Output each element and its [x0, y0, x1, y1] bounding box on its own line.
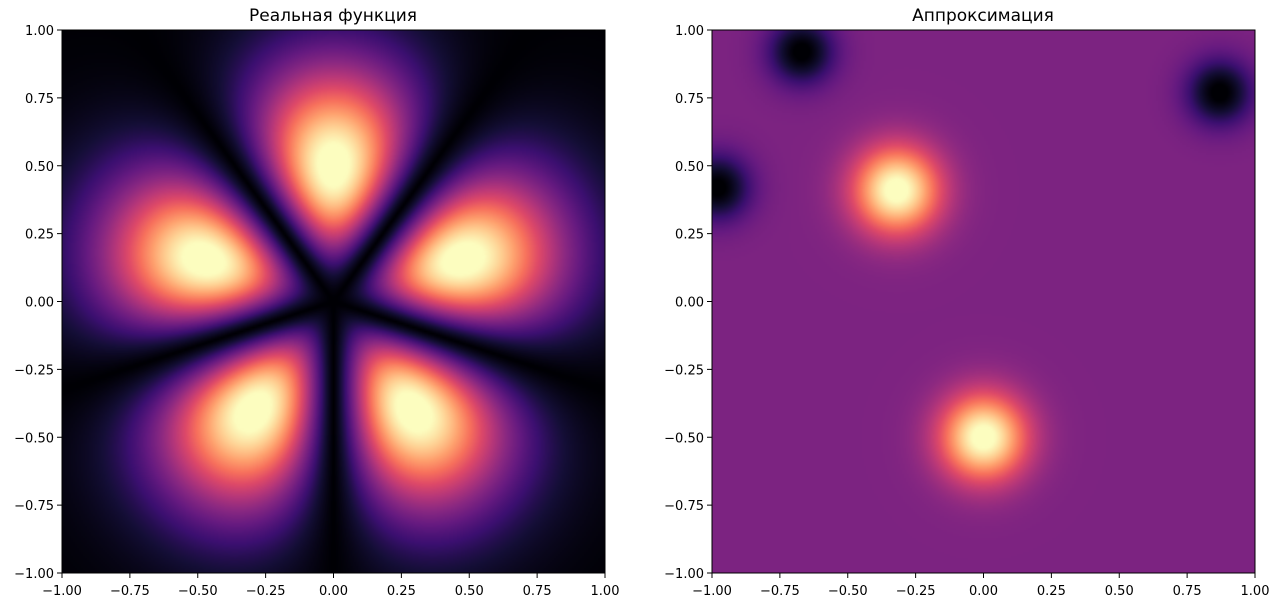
approx-x-tick-label: 0.00	[969, 584, 998, 599]
real-x-tick-label: −1.00	[42, 584, 82, 599]
ticks-approx: −1.00 −1.00 −0.75 −0.75 −0.50 −0.50 −0.25 −0.25…	[664, 24, 1269, 599]
approx-y-tick-label: 0.75	[675, 92, 704, 107]
approx-y-tick-label: −1.00	[664, 567, 704, 582]
approx-y-tick-label: 0.25	[675, 228, 704, 243]
approx-x-tick-label: 0.25	[1037, 584, 1066, 599]
real-x-tick-label: −0.75	[110, 584, 150, 599]
approx-x-tick-label: −1.00	[692, 584, 732, 599]
real-y-tick-label: 0.25	[25, 228, 54, 243]
approx-x-tick-label: 1.00	[1241, 584, 1270, 599]
real-y-tick-label: −1.00	[14, 567, 54, 582]
chart-panel-real: Реальная функция −1.00 −1.00 −0.75 −0.75 −0.…	[14, 6, 619, 599]
ticks-real: −1.00 −1.00 −0.75 −0.75 −0.50 −0.50 −0.25 −0.25…	[14, 24, 619, 599]
real-y-tick-label: 1.00	[25, 24, 54, 39]
approx-x-tick-label: 0.75	[1173, 584, 1202, 599]
approx-x-tick-label: −0.25	[896, 584, 936, 599]
real-x-tick-label: −0.25	[246, 584, 286, 599]
real-y-tick-label: −0.50	[14, 431, 54, 446]
chart-panel-approx: Аппроксимация −1.00−1.00−0.75−0.75−0.50−…	[664, 6, 1269, 599]
real-x-tick-label: 1.00	[591, 584, 620, 599]
chart-title-approx: Аппроксимация	[912, 6, 1054, 26]
approx-y-tick-label: 0.50	[675, 160, 704, 175]
real-x-tick-label: 0.50	[455, 584, 484, 599]
real-y-tick-label: −0.75	[14, 499, 54, 514]
approx-x-tick-label: −0.50	[828, 584, 868, 599]
approx-y-tick-label: −0.75	[664, 499, 704, 514]
approx-y-tick-label: −0.50	[664, 431, 704, 446]
real-y-tick-label: 0.50	[25, 160, 54, 175]
real-x-tick-label: 0.75	[523, 584, 552, 599]
approx-y-tick-label: −0.25	[664, 363, 704, 378]
real-x-tick-label: 0.25	[387, 584, 416, 599]
real-y-tick-label: −0.25	[14, 363, 54, 378]
real-x-tick-label: −0.50	[178, 584, 218, 599]
approx-y-tick-label: 1.00	[675, 24, 704, 39]
real-y-tick-label: 0.75	[25, 92, 54, 107]
chart-title-real: Реальная функция	[249, 6, 417, 26]
heatmap-image-approx	[712, 30, 1255, 573]
real-x-tick-label: 0.00	[319, 584, 348, 599]
real-y-tick-label: 0.00	[25, 296, 54, 311]
approx-x-tick-label: 0.50	[1105, 584, 1134, 599]
heatmap-image-real	[62, 30, 605, 573]
approx-y-tick-label: 0.00	[675, 296, 704, 311]
approx-x-tick-label: −0.75	[760, 584, 800, 599]
